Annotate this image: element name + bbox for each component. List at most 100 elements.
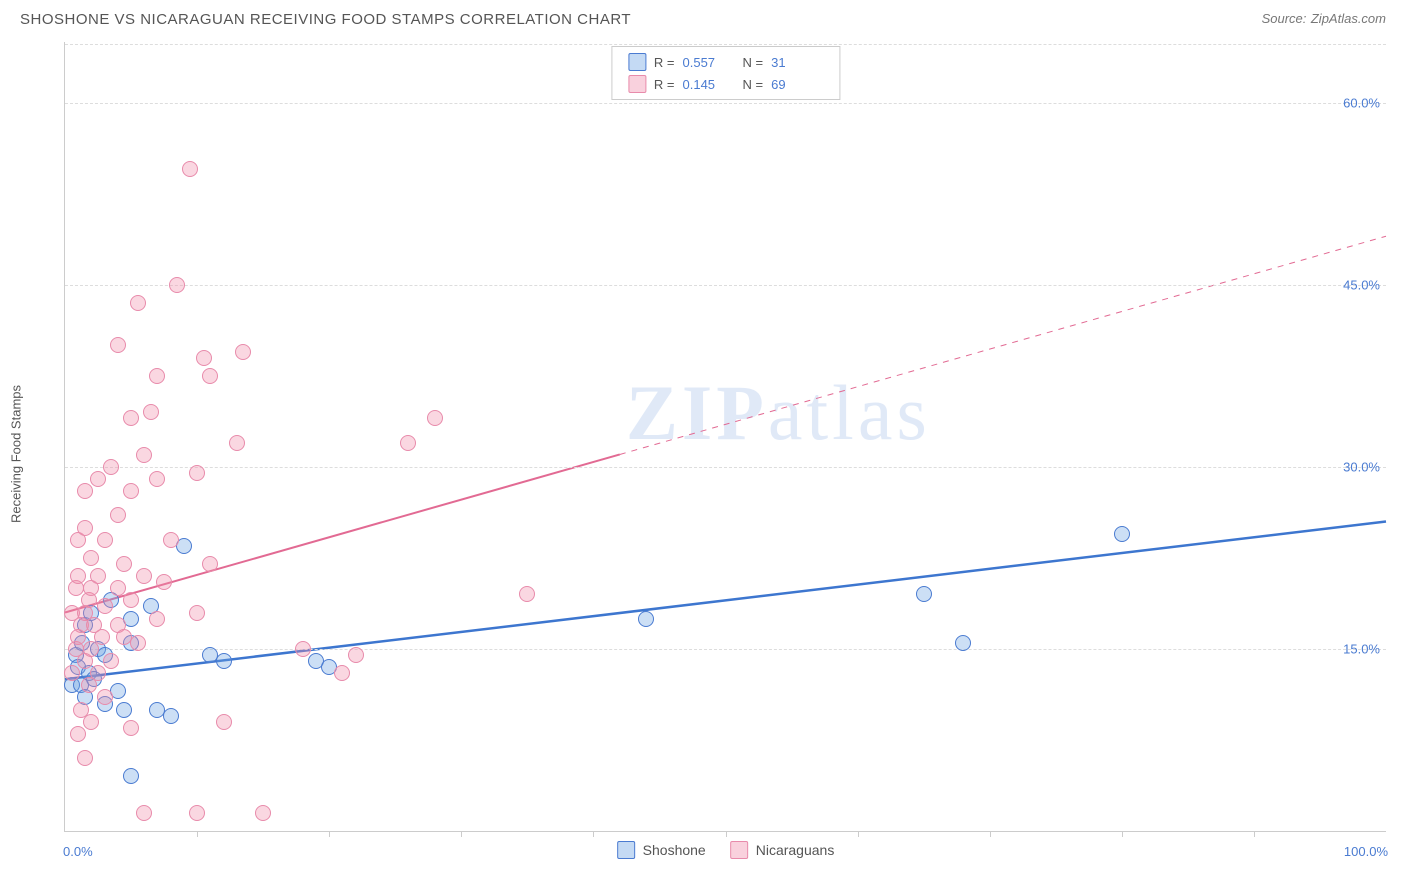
chart-title: SHOSHONE VS NICARAGUAN RECEIVING FOOD ST… bbox=[20, 11, 631, 28]
r-value-2: 0.145 bbox=[683, 77, 735, 92]
scatter-point-nicaraguans bbox=[149, 368, 165, 384]
legend-item-nicaraguans: Nicaraguans bbox=[730, 841, 835, 859]
scatter-point-nicaraguans bbox=[149, 611, 165, 627]
scatter-point-nicaraguans bbox=[216, 714, 232, 730]
scatter-point-shoshone bbox=[1114, 526, 1130, 542]
x-tick bbox=[858, 831, 859, 837]
scatter-point-shoshone bbox=[116, 702, 132, 718]
scatter-point-nicaraguans bbox=[90, 665, 106, 681]
n-label-2: N = bbox=[743, 77, 764, 92]
scatter-point-nicaraguans bbox=[77, 520, 93, 536]
scatter-point-nicaraguans bbox=[169, 277, 185, 293]
x-tick bbox=[461, 831, 462, 837]
gridline-h-top bbox=[65, 44, 1386, 45]
scatter-point-nicaraguans bbox=[136, 447, 152, 463]
r-label-1: R = bbox=[654, 55, 675, 70]
scatter-point-nicaraguans bbox=[123, 483, 139, 499]
n-label-1: N = bbox=[743, 55, 764, 70]
legend-bottom: Shoshone Nicaraguans bbox=[617, 841, 835, 859]
scatter-point-nicaraguans bbox=[136, 568, 152, 584]
scatter-point-nicaraguans bbox=[136, 805, 152, 821]
scatter-point-nicaraguans bbox=[70, 726, 86, 742]
scatter-point-nicaraguans bbox=[143, 404, 159, 420]
scatter-point-nicaraguans bbox=[110, 337, 126, 353]
scatter-point-nicaraguans bbox=[110, 580, 126, 596]
scatter-point-nicaraguans bbox=[64, 665, 80, 681]
scatter-point-shoshone bbox=[638, 611, 654, 627]
x-tick bbox=[1254, 831, 1255, 837]
scatter-point-nicaraguans bbox=[189, 605, 205, 621]
gridline-h bbox=[65, 649, 1386, 650]
scatter-point-nicaraguans bbox=[77, 750, 93, 766]
scatter-point-nicaraguans bbox=[519, 586, 535, 602]
scatter-point-nicaraguans bbox=[182, 161, 198, 177]
source-value: ZipAtlas.com bbox=[1311, 11, 1386, 26]
scatter-point-nicaraguans bbox=[77, 483, 93, 499]
scatter-point-nicaraguans bbox=[202, 368, 218, 384]
y-tick-label: 60.0% bbox=[1343, 95, 1380, 110]
trend-line-solid bbox=[65, 454, 620, 612]
scatter-point-shoshone bbox=[916, 586, 932, 602]
x-tick bbox=[726, 831, 727, 837]
scatter-point-nicaraguans bbox=[130, 635, 146, 651]
scatter-point-nicaraguans bbox=[348, 647, 364, 663]
x-tick bbox=[329, 831, 330, 837]
watermark: ZIPatlas bbox=[626, 368, 931, 458]
watermark-bold: ZIP bbox=[626, 369, 768, 456]
y-tick-label: 45.0% bbox=[1343, 277, 1380, 292]
watermark-rest: atlas bbox=[768, 369, 931, 456]
scatter-point-nicaraguans bbox=[295, 641, 311, 657]
scatter-point-shoshone bbox=[123, 768, 139, 784]
scatter-point-nicaraguans bbox=[103, 653, 119, 669]
scatter-point-nicaraguans bbox=[97, 532, 113, 548]
legend-stats-row-1: R = 0.557 N = 31 bbox=[612, 51, 839, 73]
swatch-shoshone bbox=[628, 53, 646, 71]
scatter-point-nicaraguans bbox=[97, 598, 113, 614]
scatter-point-nicaraguans bbox=[156, 574, 172, 590]
x-tick bbox=[990, 831, 991, 837]
chart-container: Receiving Food Stamps ZIPatlas R = 0.557… bbox=[20, 42, 1386, 866]
gridline-h bbox=[65, 467, 1386, 468]
source-label: Source: bbox=[1262, 11, 1307, 26]
gridline-h bbox=[65, 285, 1386, 286]
legend-label-shoshone: Shoshone bbox=[643, 842, 706, 858]
r-label-2: R = bbox=[654, 77, 675, 92]
trend-lines bbox=[65, 42, 1386, 831]
scatter-point-nicaraguans bbox=[189, 465, 205, 481]
scatter-point-nicaraguans bbox=[116, 556, 132, 572]
x-tick bbox=[1122, 831, 1123, 837]
scatter-point-nicaraguans bbox=[196, 350, 212, 366]
legend-label-nicaraguans: Nicaraguans bbox=[756, 842, 835, 858]
scatter-point-shoshone bbox=[163, 708, 179, 724]
scatter-point-nicaraguans bbox=[110, 507, 126, 523]
scatter-point-shoshone bbox=[216, 653, 232, 669]
scatter-point-nicaraguans bbox=[202, 556, 218, 572]
r-value-1: 0.557 bbox=[683, 55, 735, 70]
scatter-point-nicaraguans bbox=[400, 435, 416, 451]
scatter-point-nicaraguans bbox=[130, 295, 146, 311]
scatter-point-nicaraguans bbox=[427, 410, 443, 426]
scatter-point-nicaraguans bbox=[123, 410, 139, 426]
scatter-point-nicaraguans bbox=[70, 568, 86, 584]
x-tick bbox=[197, 831, 198, 837]
y-tick-label: 15.0% bbox=[1343, 641, 1380, 656]
scatter-point-nicaraguans bbox=[83, 714, 99, 730]
scatter-point-nicaraguans bbox=[123, 592, 139, 608]
trend-line-solid bbox=[65, 521, 1386, 679]
scatter-point-nicaraguans bbox=[103, 459, 119, 475]
trend-line-dashed bbox=[620, 236, 1386, 454]
scatter-point-shoshone bbox=[955, 635, 971, 651]
x-tick bbox=[593, 831, 594, 837]
swatch-nicaraguans bbox=[628, 75, 646, 93]
scatter-point-nicaraguans bbox=[163, 532, 179, 548]
scatter-point-nicaraguans bbox=[90, 568, 106, 584]
scatter-point-nicaraguans bbox=[123, 720, 139, 736]
plot-area: ZIPatlas R = 0.557 N = 31 R = 0.145 N = … bbox=[64, 42, 1386, 832]
scatter-point-nicaraguans bbox=[83, 550, 99, 566]
n-value-2: 69 bbox=[771, 77, 823, 92]
legend-stats: R = 0.557 N = 31 R = 0.145 N = 69 bbox=[611, 46, 840, 100]
scatter-point-nicaraguans bbox=[97, 689, 113, 705]
scatter-point-nicaraguans bbox=[94, 629, 110, 645]
x-label-max: 100.0% bbox=[1344, 844, 1388, 859]
y-axis-title: Receiving Food Stamps bbox=[9, 385, 24, 523]
